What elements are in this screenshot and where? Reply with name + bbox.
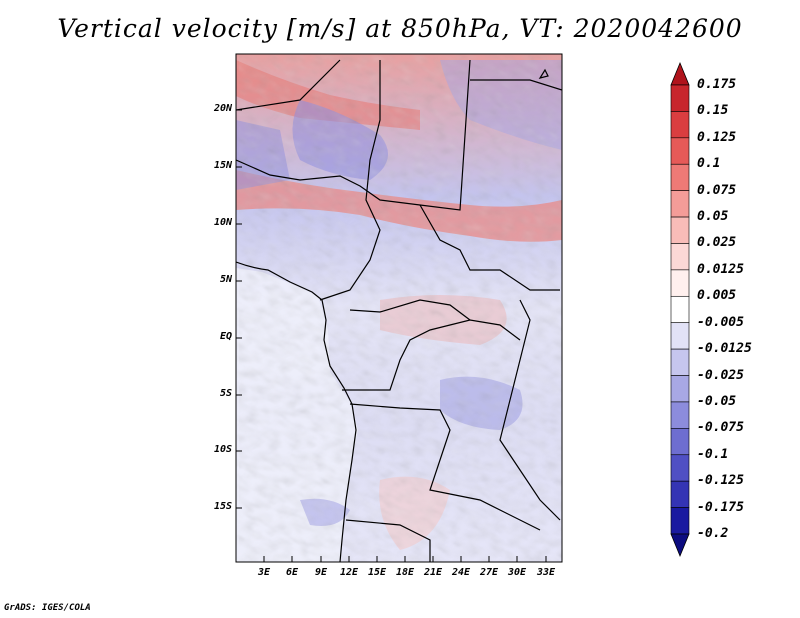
colorbar-label: 0.075 xyxy=(697,182,737,198)
colorbar-label: 0.0125 xyxy=(697,261,744,277)
colorbar-label: 0.15 xyxy=(697,103,729,119)
footer-credit: GrADS: IGES/COLA xyxy=(4,603,91,613)
colorbar-label: 0.1 xyxy=(697,156,721,172)
colorbar-segment xyxy=(670,348,690,376)
lon-label-6e: 6E xyxy=(285,567,299,578)
colorbar-segment xyxy=(670,243,690,271)
colorbar-label: 0.005 xyxy=(697,288,737,304)
colorbar-segment xyxy=(670,190,690,218)
colorbar-segment xyxy=(670,111,690,139)
lon-label-12e: 12E xyxy=(339,567,359,578)
colorbar-segment xyxy=(670,322,690,350)
colorbar-segment xyxy=(670,216,690,244)
lat-label-20n: 20N xyxy=(213,103,232,114)
colorbar-label: 0.175 xyxy=(697,77,737,92)
colorbar xyxy=(670,61,690,558)
lat-label-10s: 10S xyxy=(213,444,232,455)
colorbar-label: 0.05 xyxy=(697,209,729,225)
lon-label-15e: 15E xyxy=(367,567,387,578)
lat-label-5n: 5N xyxy=(219,274,232,285)
lon-label-21e: 21E xyxy=(423,567,443,578)
axis-ticks xyxy=(236,109,547,562)
lat-label-10n: 10N xyxy=(213,217,232,228)
colorbar-segment xyxy=(670,269,690,297)
colorbar-label: -0.075 xyxy=(697,420,744,436)
lat-label-eq: EQ xyxy=(219,331,232,342)
coastlines-borders xyxy=(236,59,562,562)
colorbar-label: -0.05 xyxy=(697,393,737,409)
colorbar-segment xyxy=(670,375,690,403)
colorbar-label: -0.125 xyxy=(697,473,744,489)
lon-label-18e: 18E xyxy=(395,567,415,578)
lat-label-15n: 15N xyxy=(213,160,232,171)
lon-label-30e: 30E xyxy=(507,567,527,578)
lon-label-9e: 9E xyxy=(314,567,328,578)
colorbar-label: -0.175 xyxy=(697,499,744,515)
colorbar-segment xyxy=(670,428,690,456)
lon-label-3e: 3E xyxy=(257,567,271,578)
colorbar-segment xyxy=(670,401,690,429)
colorbar-label: -0.1 xyxy=(697,446,729,462)
colorbar-label: -0.0125 xyxy=(697,341,752,357)
map-title: Vertical velocity [m/s] at 850hPa, VT: 2… xyxy=(57,14,743,43)
colorbar-segment xyxy=(670,84,690,112)
colorbar-segment xyxy=(670,507,690,535)
colorbar-segment xyxy=(670,295,690,324)
colorbar-label: -0.2 xyxy=(697,526,729,541)
lat-label-5s: 5S xyxy=(219,388,232,399)
colorbar-segment xyxy=(670,480,690,508)
lon-label-33e: 33E xyxy=(536,567,556,578)
lon-label-24e: 24E xyxy=(451,567,471,578)
colorbar-top-arrow xyxy=(670,61,690,86)
lon-label-27e: 27E xyxy=(479,567,499,578)
colorbar-label: -0.025 xyxy=(697,367,744,383)
velocity-field xyxy=(236,54,562,562)
map-frame xyxy=(235,53,563,563)
colorbar-label: 0.025 xyxy=(697,235,737,251)
colorbar-segment xyxy=(670,454,690,482)
lat-label-15s: 15S xyxy=(213,501,232,512)
colorbar-label: 0.125 xyxy=(697,129,737,145)
colorbar-label: -0.005 xyxy=(697,314,744,330)
colorbar-segment xyxy=(670,163,690,191)
colorbar-segment xyxy=(670,137,690,165)
colorbar-bottom-arrow xyxy=(670,533,690,558)
